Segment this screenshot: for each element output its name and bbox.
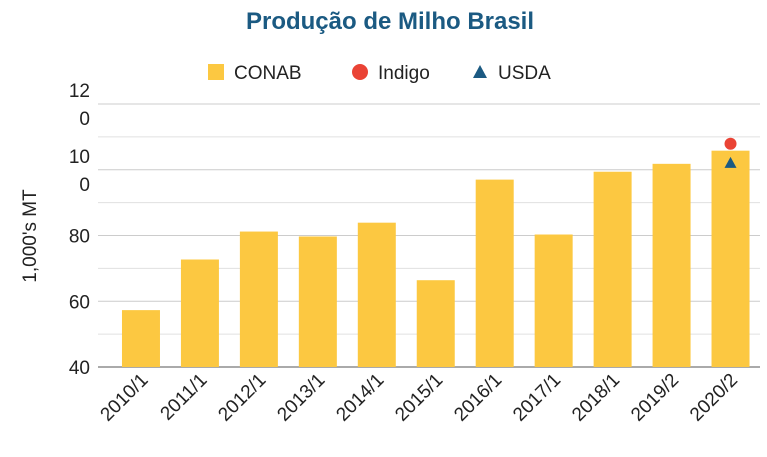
legend-label: CONAB [234,63,302,84]
y-tick-label: 60 [69,292,90,313]
bar [239,231,278,367]
bar [416,280,455,367]
x-tick-label: 2019/2 [627,370,683,426]
x-tick-label: 2010/1 [97,370,153,426]
point [724,137,737,150]
bar [534,234,573,367]
x-tick-label: 2012/1 [214,370,270,426]
legend-label: USDA [498,63,551,84]
bar [121,310,160,367]
chart-title: Produção de Milho Brasil [246,8,534,35]
x-tick-label: 2020/2 [686,370,742,426]
y-axis-label: 1,000's MT [20,189,41,283]
bar [298,236,337,367]
x-tick-label: 2011/1 [157,370,212,425]
bar [180,259,219,367]
x-tick-label: 2014/1 [332,370,388,426]
y-tick-label: 40 [69,358,90,379]
bar [711,150,750,367]
y-tick-label: 80 [69,227,90,248]
bar [593,171,632,367]
x-tick-label: 2017/1 [509,370,565,426]
legend-swatch [473,65,487,78]
legend-swatch [208,64,224,80]
bar [475,179,514,367]
y-tick-label: 12 0 [69,81,90,130]
y-tick-label: 10 0 [69,147,90,196]
legend-swatch [352,64,368,80]
x-tick-label: 2015/1 [391,370,447,426]
bar [357,222,396,367]
legend-label: Indigo [378,63,430,84]
bar [652,163,691,367]
x-tick-label: 2013/1 [273,370,329,426]
point [724,156,737,168]
x-tick-label: 2018/1 [568,370,624,426]
x-tick-label: 2016/1 [450,370,506,426]
